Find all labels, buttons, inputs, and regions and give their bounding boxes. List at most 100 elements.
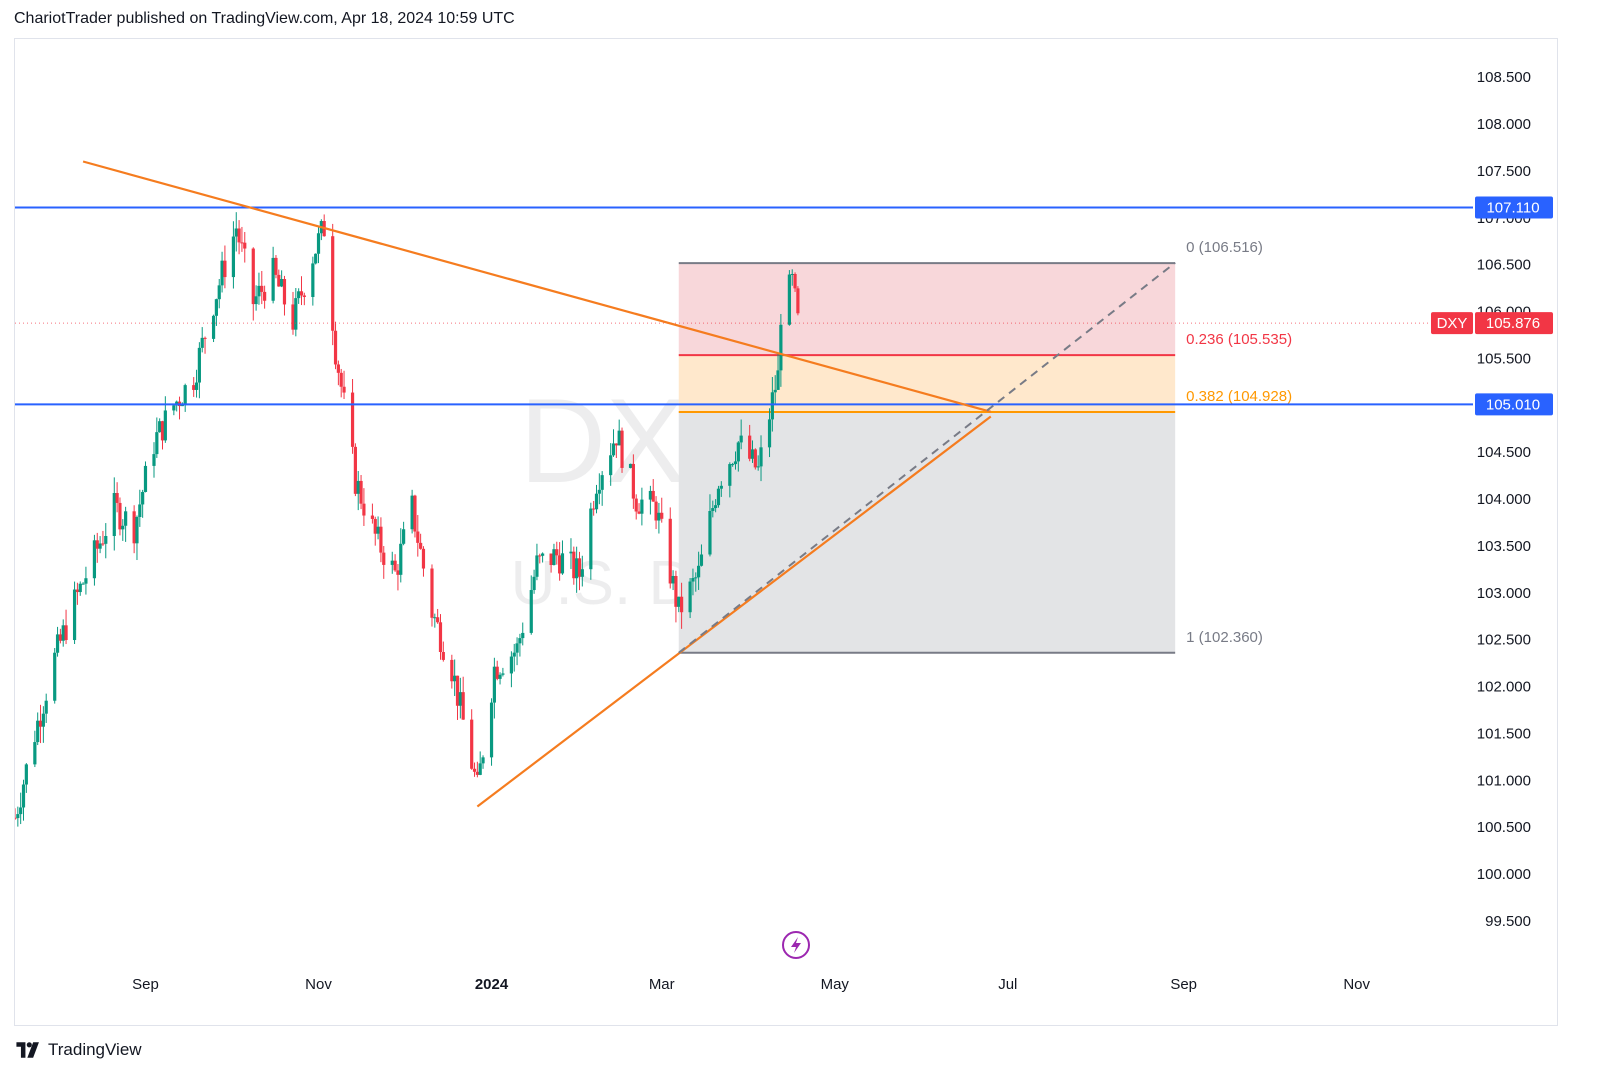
candle bbox=[257, 285, 261, 297]
candle bbox=[200, 337, 204, 348]
candle bbox=[311, 263, 315, 297]
candle bbox=[55, 634, 60, 653]
candle bbox=[793, 273, 797, 289]
candle bbox=[538, 555, 542, 557]
y-tick-label: 108.000 bbox=[1477, 116, 1531, 133]
candle bbox=[453, 675, 457, 682]
candle bbox=[478, 763, 482, 775]
y-tick-label: 99.500 bbox=[1485, 913, 1531, 930]
y-tick-label: 106.500 bbox=[1477, 257, 1531, 274]
candle bbox=[640, 499, 644, 514]
candle bbox=[72, 589, 77, 641]
candle bbox=[481, 757, 485, 764]
candle bbox=[748, 435, 752, 459]
x-tick-label: Sep bbox=[132, 976, 159, 993]
icons bbox=[782, 931, 810, 959]
candle bbox=[580, 569, 584, 577]
tradingview-logo-icon bbox=[16, 1042, 39, 1058]
candle bbox=[555, 549, 559, 556]
candle bbox=[617, 430, 621, 446]
x-tick-label: Jul bbox=[998, 976, 1017, 993]
y-tick-label: 108.500 bbox=[1477, 69, 1531, 86]
candle bbox=[671, 575, 675, 584]
candle bbox=[294, 298, 298, 330]
candle bbox=[58, 634, 62, 641]
candle bbox=[767, 419, 772, 448]
candle bbox=[36, 720, 40, 743]
candle bbox=[214, 299, 218, 316]
candle bbox=[697, 565, 701, 578]
symbol-tag-label: DXY bbox=[1437, 315, 1468, 332]
chart-frame[interactable]: DXY, 1D U.S. Dollar Index 0 (106.516)0.2… bbox=[14, 38, 1558, 1026]
candle bbox=[592, 508, 596, 510]
candle bbox=[277, 274, 281, 287]
trendline-1 bbox=[476, 415, 992, 808]
candle bbox=[421, 548, 426, 569]
y-tick-label: 100.500 bbox=[1477, 819, 1531, 836]
candle bbox=[299, 291, 304, 296]
candle bbox=[498, 674, 502, 679]
candle bbox=[436, 617, 440, 623]
candle bbox=[489, 702, 494, 758]
candle bbox=[492, 666, 496, 703]
fib-zone-2 bbox=[678, 412, 1176, 653]
candle bbox=[569, 551, 573, 554]
candle bbox=[711, 508, 715, 511]
candle bbox=[240, 242, 244, 244]
candle bbox=[614, 443, 618, 446]
candle bbox=[628, 463, 633, 468]
candle bbox=[197, 347, 201, 383]
candle bbox=[776, 370, 780, 390]
candle bbox=[416, 531, 420, 543]
publisher-header: ChariotTrader published on TradingView.c… bbox=[14, 10, 515, 27]
fib-level-label-0: 0 (106.516) bbox=[1186, 239, 1263, 256]
candle bbox=[657, 512, 661, 521]
candle bbox=[143, 465, 148, 492]
candle bbox=[495, 666, 499, 679]
x-tick-label: May bbox=[821, 976, 850, 993]
candle bbox=[708, 510, 712, 555]
trendline-0 bbox=[82, 160, 992, 413]
candlestick-chart[interactable]: DXY, 1D U.S. Dollar Index 0 (106.516)0.2… bbox=[15, 39, 1559, 1027]
candle bbox=[333, 330, 338, 365]
candle bbox=[38, 720, 43, 727]
candle bbox=[160, 421, 165, 441]
candle bbox=[620, 430, 624, 468]
candle bbox=[194, 382, 199, 390]
candle bbox=[263, 291, 267, 301]
candle bbox=[714, 505, 718, 509]
candle bbox=[719, 485, 723, 489]
candle bbox=[521, 632, 525, 639]
candle bbox=[790, 273, 794, 275]
candle bbox=[773, 389, 777, 393]
candle bbox=[532, 576, 536, 591]
lightning-icon[interactable] bbox=[782, 931, 810, 959]
candle bbox=[78, 583, 82, 593]
candle bbox=[92, 540, 97, 579]
candle bbox=[393, 560, 397, 571]
candle bbox=[362, 503, 366, 516]
candle bbox=[694, 577, 698, 579]
candle bbox=[637, 511, 641, 514]
candle bbox=[390, 560, 394, 565]
candle bbox=[314, 253, 318, 264]
y-tick-label: 103.500 bbox=[1477, 538, 1531, 555]
candle bbox=[691, 578, 695, 582]
candle bbox=[350, 392, 355, 447]
candle bbox=[220, 260, 224, 286]
candle bbox=[254, 296, 258, 305]
candle bbox=[753, 449, 757, 468]
candle bbox=[172, 405, 176, 411]
candle bbox=[750, 449, 755, 459]
y-tick-label: 102.000 bbox=[1477, 679, 1531, 696]
candle bbox=[736, 442, 740, 462]
level-price-tag-label-1: 105.010 bbox=[1486, 396, 1540, 413]
candle bbox=[419, 542, 423, 549]
candle bbox=[572, 551, 576, 579]
candle bbox=[356, 480, 360, 494]
footer-brand[interactable]: TradingView bbox=[14, 1040, 142, 1060]
candle bbox=[24, 764, 28, 785]
y-tick-label: 101.000 bbox=[1477, 772, 1531, 789]
candle bbox=[716, 488, 721, 506]
candle bbox=[611, 443, 616, 456]
